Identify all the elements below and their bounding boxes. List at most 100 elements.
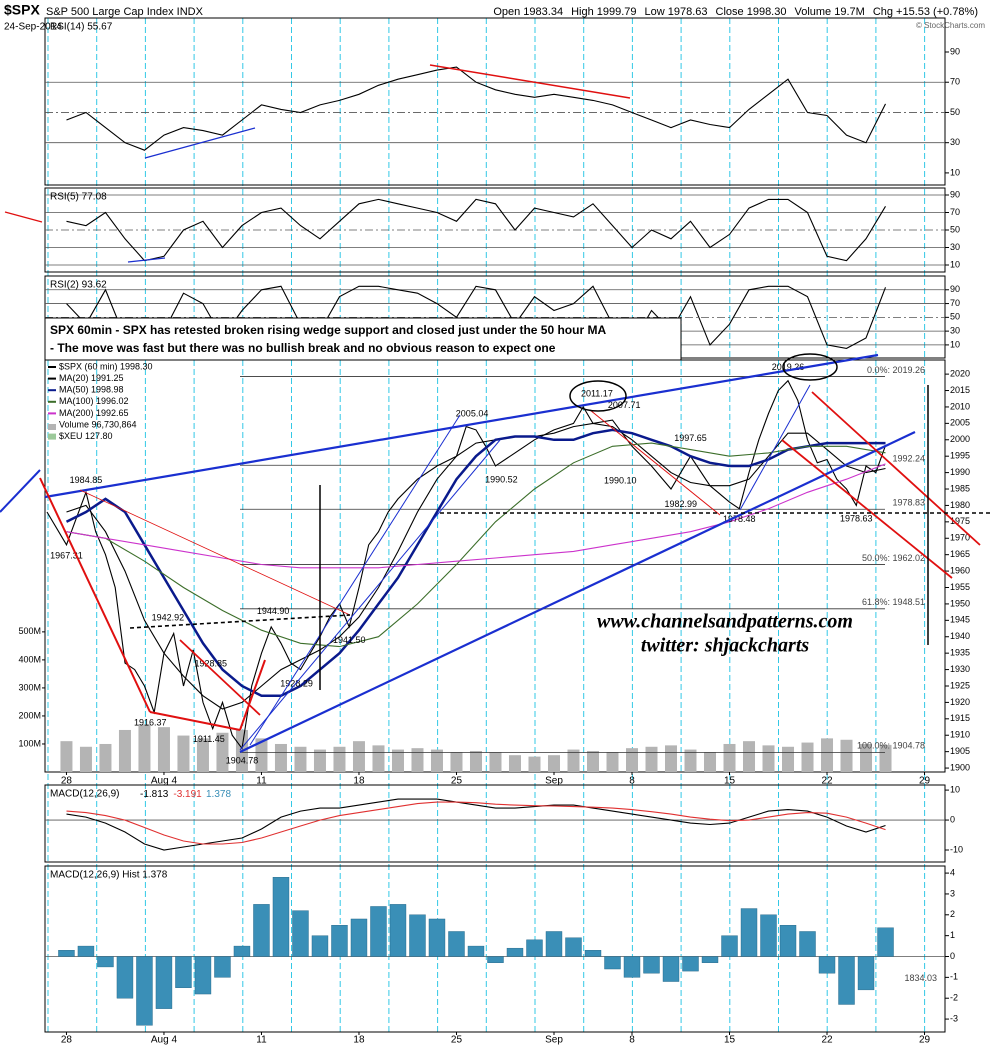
panel-frame — [44, 865, 946, 1033]
legend-swatch — [48, 412, 56, 415]
x-tick-label: 28 — [61, 776, 73, 787]
y-tick-label: 1900 — [950, 762, 970, 772]
x-tick-label: 15 — [724, 776, 736, 787]
hist-bar — [409, 914, 426, 957]
quote-item: Close 1998.30 — [716, 6, 787, 18]
hist-bar — [838, 956, 855, 1005]
quote-item: Chg +15.53 (+0.78%) — [873, 6, 978, 18]
y-tick-label: 1980 — [950, 500, 970, 510]
y-tick-label: 1940 — [950, 631, 970, 641]
y-tick-label: 1920 — [950, 697, 970, 707]
readout: 1.378 — [206, 789, 231, 800]
hist-bar — [214, 956, 231, 978]
hist-bar — [526, 939, 543, 957]
comment-line: - The move was fast but there was no bul… — [50, 341, 556, 355]
watermark: www.channelsandpatterns.com — [597, 611, 853, 633]
volume-bar — [586, 750, 599, 772]
hist-bar — [487, 956, 504, 963]
hist-bar — [448, 931, 465, 957]
y-tick-label: -1 — [950, 972, 958, 982]
quote-item: Open 1983.34 — [493, 6, 563, 18]
credit: © StockCharts.com — [916, 21, 985, 30]
hist-bar — [194, 956, 212, 995]
readout: -1.813 — [140, 789, 169, 800]
volume-bar — [372, 745, 385, 772]
price-label: 2019.26 — [772, 362, 805, 372]
quote-item: Low 1978.63 — [645, 6, 708, 18]
y-tick-label: 70 — [950, 77, 960, 87]
series-line — [66, 422, 886, 710]
y-tick-label: 90 — [950, 189, 960, 199]
trend-line — [127, 257, 166, 263]
volume-bar — [782, 746, 795, 772]
legend-swatch — [48, 433, 56, 440]
hist-bar — [760, 914, 777, 957]
price-label: 1942.92 — [152, 613, 185, 623]
legend-swatch — [48, 424, 56, 430]
legend-entry: Volume 96,730,864 — [59, 419, 137, 429]
volume-bar — [508, 755, 521, 772]
price-label: 1928.85 — [194, 659, 227, 669]
y-tick-label: 30 — [950, 137, 960, 147]
hist-bar — [116, 956, 134, 999]
hist-bar — [253, 904, 270, 957]
y-tick-label: 30 — [950, 326, 960, 336]
x-tick-label: Sep — [545, 1035, 563, 1046]
hist-bar — [467, 945, 485, 957]
y-tick-label: 70 — [950, 298, 960, 308]
y-tick-label: 1990 — [950, 467, 970, 477]
trend-line — [0, 469, 41, 513]
hist-bar — [643, 956, 660, 974]
hist-bar — [740, 908, 758, 957]
volume-bar — [704, 752, 717, 772]
hist-bar — [233, 945, 251, 957]
index-name: S&P 500 Large Cap Index INDX — [46, 6, 204, 18]
y2-tick-label: 300M — [18, 682, 41, 692]
legend-swatch — [48, 389, 56, 392]
panel-readouts: -1.813 -3.191 1.378 — [140, 789, 231, 800]
x-tick-label: 25 — [451, 1035, 463, 1046]
volume-bar — [352, 741, 365, 772]
y-tick-label: 1995 — [950, 451, 970, 461]
hist-bar — [370, 906, 387, 957]
volume-bar — [821, 738, 834, 772]
volume-bar — [177, 735, 190, 772]
y-tick-label: 2 — [950, 909, 955, 919]
x-tick-label: 29 — [919, 1035, 931, 1046]
price-label: 1990.10 — [604, 476, 637, 486]
x-tick-label: 11 — [256, 1035, 267, 1046]
panel-frame — [44, 359, 946, 773]
y-tick-label: 3 — [950, 888, 955, 898]
panel-title: MACD(12,26,9) — [50, 789, 119, 800]
volume-bar — [625, 748, 638, 772]
trend-line — [44, 353, 879, 499]
series-line — [66, 463, 886, 569]
volume-bar — [196, 738, 209, 772]
trend-line — [239, 439, 501, 751]
price-label: 1911.45 — [193, 734, 225, 744]
volume-bar — [294, 746, 307, 772]
y-tick-label: -10 — [950, 844, 963, 854]
legend-swatch — [48, 366, 56, 368]
volume-bar — [450, 752, 463, 772]
volume-bar — [99, 743, 112, 772]
y-tick-label: 50 — [950, 312, 960, 322]
trend-line — [249, 414, 461, 746]
y-tick-label: 2015 — [950, 385, 970, 395]
price-label: 1990.52 — [485, 474, 518, 484]
panel-title: RSI(14) 55.67 — [50, 22, 113, 33]
hist-bar — [155, 956, 173, 1009]
hist-bar — [799, 931, 816, 957]
volume-bar — [762, 745, 775, 772]
y-tick-label: 1950 — [950, 598, 970, 608]
legend-swatch — [48, 400, 56, 403]
volume-bar — [684, 749, 697, 772]
hist-bar — [779, 925, 797, 957]
price-label: 1978.48 — [723, 514, 756, 524]
volume-bar — [801, 742, 814, 772]
y-tick-label: 10 — [950, 339, 960, 349]
y-tick-label: 0 — [950, 951, 955, 961]
x-tick-label: 8 — [629, 1035, 635, 1046]
y-tick-label: 2010 — [950, 401, 970, 411]
hist-bar — [682, 956, 699, 972]
